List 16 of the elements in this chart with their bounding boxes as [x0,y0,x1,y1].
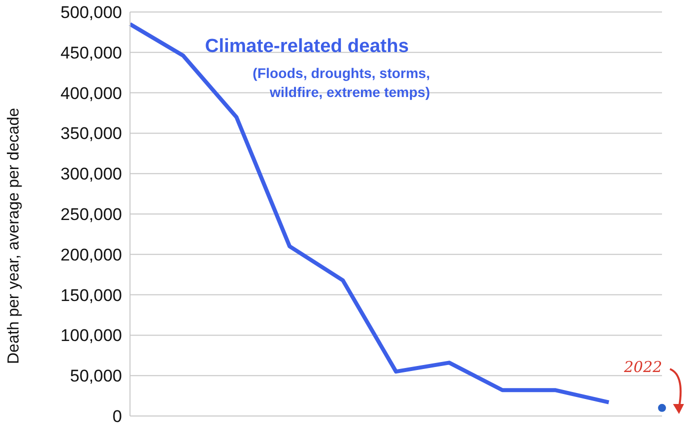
y-tick-label: 450,000 [60,43,122,62]
y-tick-label: 350,000 [60,124,122,144]
y-tick-label: 50,000 [70,366,122,386]
line-series [128,22,611,404]
y-tick-label: 400,000 [60,84,122,103]
y-tick-label: 0 [112,407,122,426]
annotation: 2022 [624,358,662,376]
text: (Floods, droughts, storms, wildfire, extreme temps) [252,64,430,102]
y-tick-label: 300,000 [60,164,122,184]
text: Climate-related deaths [205,36,409,58]
y-axis-title: Death per year, average per decade [6,108,23,364]
y-tick-label: 500,000 [60,3,122,22]
y-tick-label: 150,000 [60,286,122,305]
y-tick-label: 250,000 [60,205,122,224]
y-tick-label: 100,000 [60,326,122,346]
y-tick-label: 200,000 [60,245,122,264]
